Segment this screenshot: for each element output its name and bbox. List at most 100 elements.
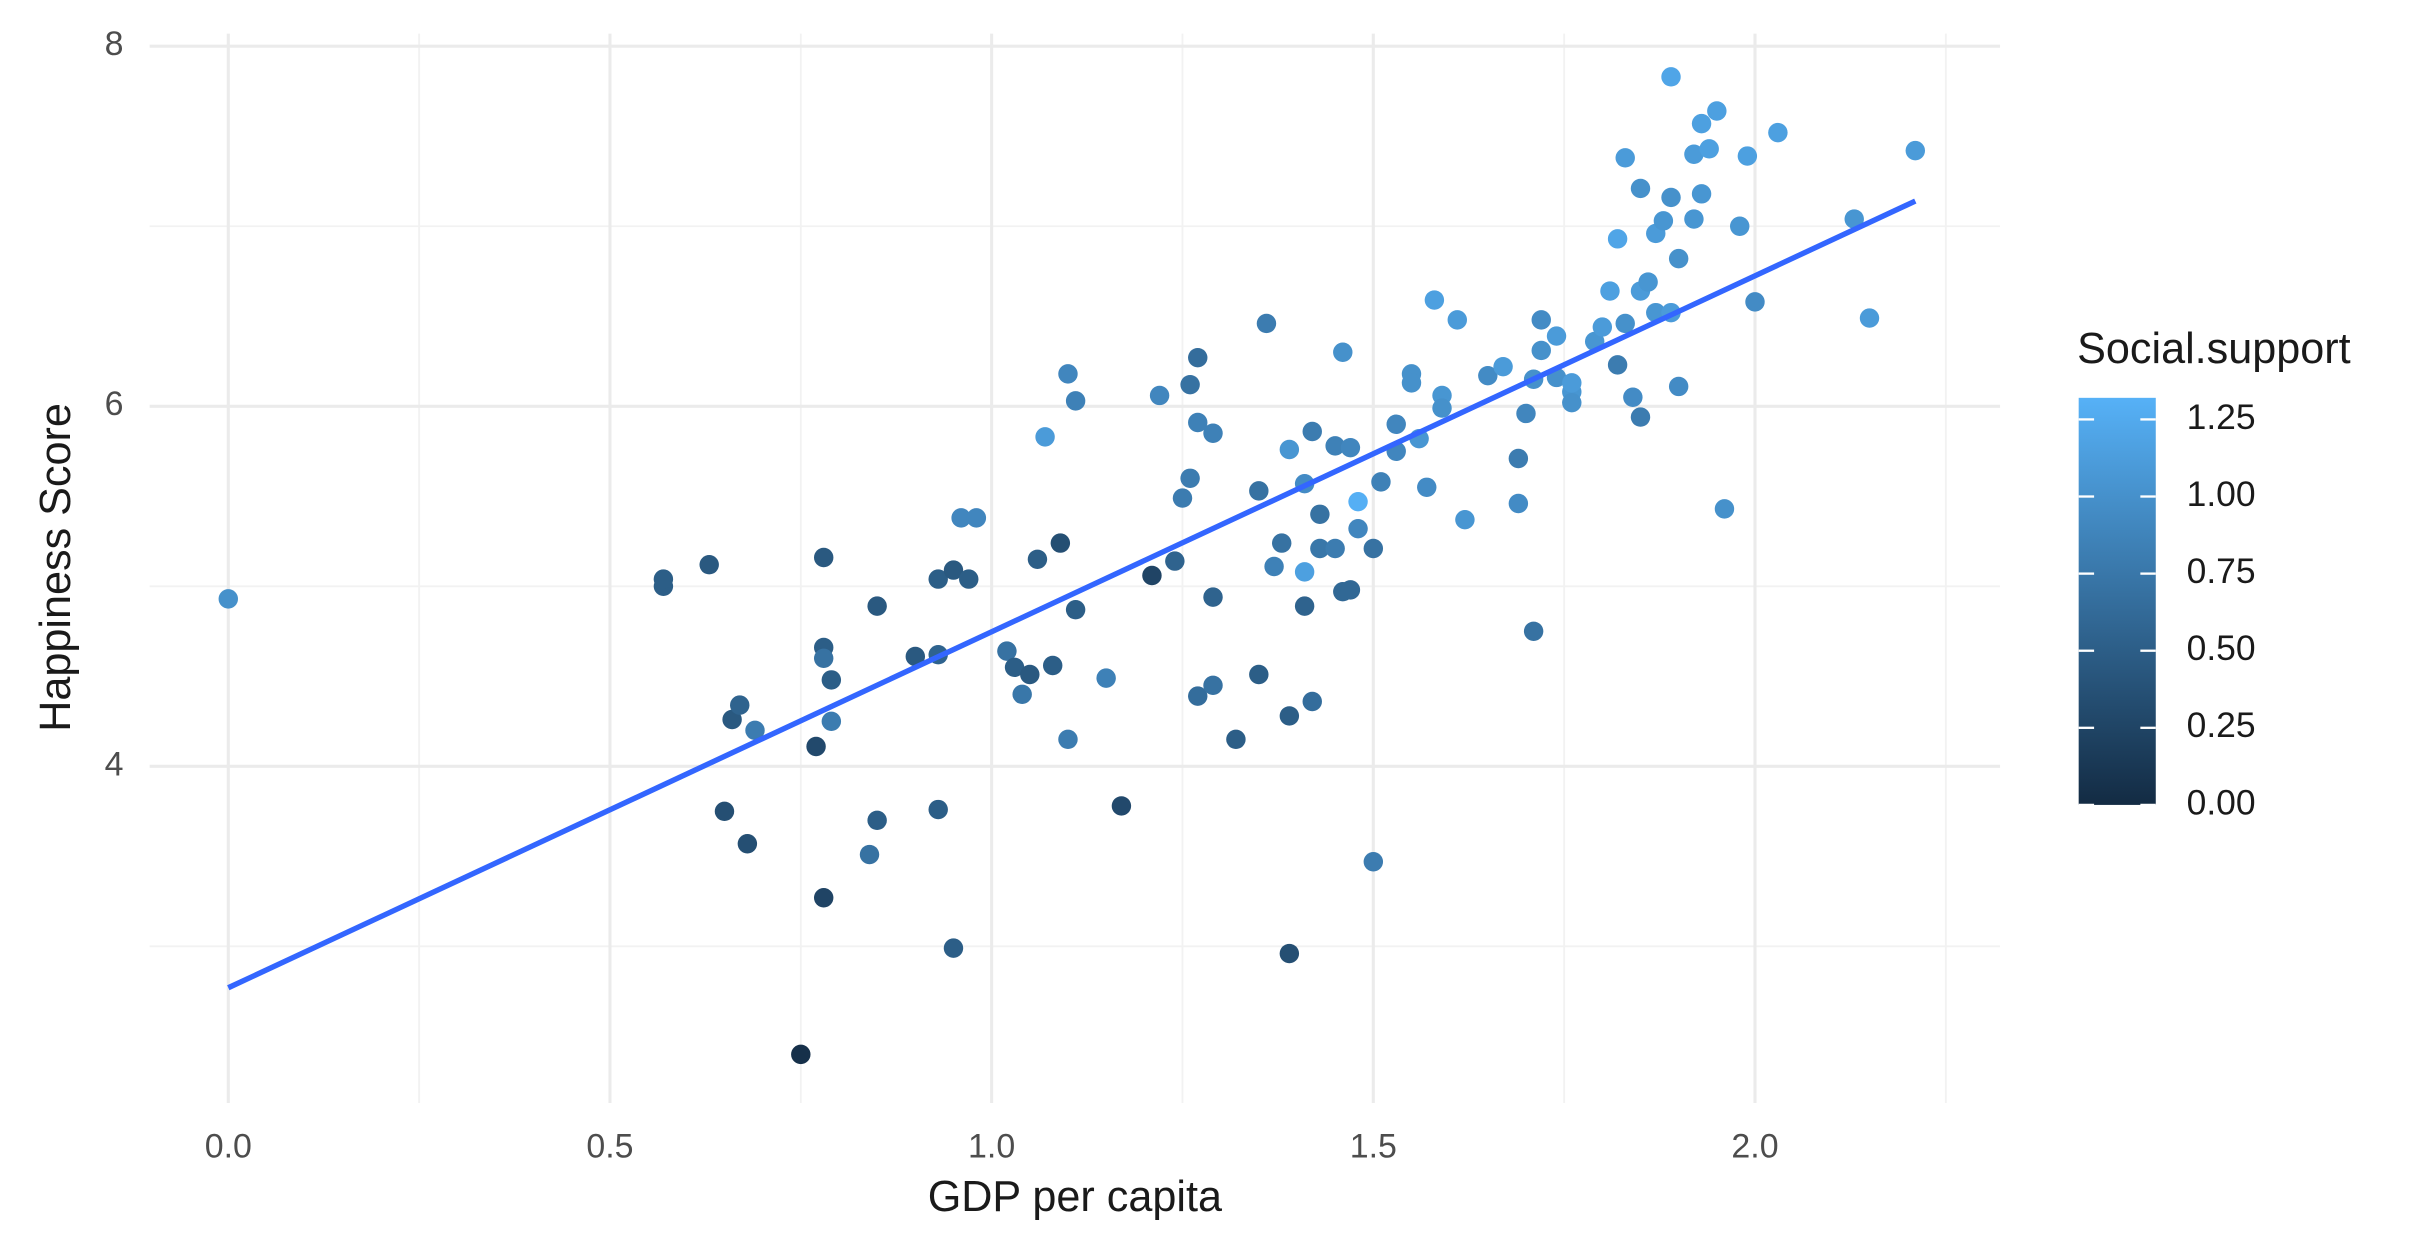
point (1432, 398, 1452, 418)
point (1180, 468, 1200, 488)
point (218, 589, 239, 609)
x-tick-label: 2.0 (1731, 1128, 1778, 1166)
x-tick-label: 0.5 (586, 1128, 633, 1166)
point (1592, 317, 1613, 337)
point (821, 711, 842, 732)
point (1623, 387, 1643, 407)
point (1180, 374, 1200, 395)
point (1096, 668, 1116, 688)
point (1653, 211, 1674, 231)
point (1455, 509, 1475, 530)
point (1516, 403, 1536, 424)
point (1035, 427, 1055, 447)
point (1661, 67, 1681, 87)
point (1607, 355, 1628, 375)
point (745, 720, 765, 741)
colorbar-label: 0.25 (2187, 705, 2256, 745)
point (1730, 216, 1750, 236)
point (1050, 533, 1071, 553)
point (1302, 421, 1322, 442)
point (943, 938, 964, 958)
point (1294, 562, 1315, 582)
point (1325, 436, 1345, 456)
point (1065, 599, 1086, 620)
point (737, 834, 758, 854)
point (699, 554, 719, 575)
point (1417, 477, 1437, 497)
point (1188, 412, 1208, 433)
point (1737, 146, 1758, 166)
point (1111, 796, 1132, 816)
point (1493, 356, 1513, 377)
x-tick-label: 0.0 (205, 1128, 252, 1166)
y-tick-label: 6 (105, 385, 124, 423)
point (806, 736, 826, 757)
point (1531, 310, 1551, 330)
point (1523, 621, 1544, 642)
point (1348, 491, 1368, 512)
point (1058, 364, 1078, 384)
point (1630, 407, 1651, 427)
point (1684, 144, 1704, 164)
point (1333, 342, 1353, 362)
trend-line (227, 198, 1917, 991)
point (1294, 596, 1315, 616)
point (1142, 565, 1162, 586)
point (1065, 391, 1086, 411)
point (1615, 148, 1635, 168)
point (1668, 376, 1689, 397)
point (722, 709, 742, 730)
point (959, 569, 979, 589)
point (1684, 209, 1704, 229)
point (1203, 423, 1223, 443)
point (1004, 657, 1025, 678)
point (951, 508, 971, 528)
point (714, 801, 735, 822)
point (1249, 481, 1269, 501)
point (1531, 340, 1551, 361)
legend-title: Social.support (2077, 325, 2350, 373)
point (730, 695, 750, 715)
legend: Social.support 0.00 0.25 0.50 0.75 1.00 1.25 (2077, 325, 2350, 822)
colorbar (2078, 397, 2156, 805)
point (1562, 373, 1582, 393)
point (1325, 538, 1345, 559)
colorbar-label: 1.00 (2187, 474, 2256, 514)
point (1638, 272, 1658, 292)
point (1424, 290, 1445, 310)
point (1859, 308, 1880, 328)
point (1165, 551, 1185, 571)
point (1905, 140, 1926, 161)
plot-marks (218, 67, 1926, 1065)
x-tick-label: 1.5 (1350, 1128, 1397, 1166)
point (1340, 437, 1361, 458)
point (1600, 281, 1620, 301)
point (1188, 686, 1208, 706)
point (1707, 101, 1727, 121)
point (1226, 729, 1246, 750)
point (1768, 122, 1788, 143)
y-tick-label: 4 (105, 745, 124, 783)
point (1149, 385, 1170, 406)
point (1401, 373, 1422, 393)
point (1256, 313, 1277, 334)
point (1630, 178, 1651, 199)
colorbar-label: 1.25 (2187, 397, 2256, 437)
colorbar-label: 0.50 (2187, 628, 2256, 668)
point (1691, 184, 1712, 204)
point (867, 810, 887, 831)
point (1310, 538, 1330, 559)
point (1172, 488, 1193, 508)
point (1699, 139, 1719, 159)
point (867, 596, 887, 616)
point (1668, 248, 1689, 269)
point (1042, 655, 1063, 676)
point (1249, 664, 1269, 685)
point (813, 648, 834, 669)
point (1371, 472, 1391, 492)
point (1279, 943, 1300, 964)
point (1272, 533, 1292, 553)
point (1844, 209, 1864, 229)
point (821, 670, 842, 690)
